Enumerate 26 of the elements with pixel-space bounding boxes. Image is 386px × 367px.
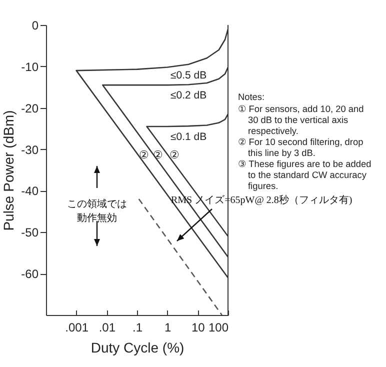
text: Notes: xyxy=(238,92,265,102)
y-tick-label: -20 xyxy=(21,101,39,116)
x-tick-label: .001 xyxy=(65,320,89,334)
annotation: ② xyxy=(138,150,149,162)
y-tick-label: -60 xyxy=(21,267,39,282)
y-tick-label: -40 xyxy=(21,184,39,198)
x-tick-label: 1 xyxy=(164,320,172,334)
annotation: この領域では動作無効 xyxy=(67,198,127,224)
annotation: ② xyxy=(169,150,180,162)
series-label: ≤0.5 dB xyxy=(170,69,207,82)
x-tick-label: .01 xyxy=(98,320,116,334)
x-tick-label: 10 xyxy=(191,320,206,334)
annotation: ② xyxy=(153,150,164,162)
y-tick-label: 0 xyxy=(32,18,39,32)
y-axis-title: Pulse Power (dBm) xyxy=(0,110,16,231)
y-tick-label: -10 xyxy=(21,60,39,74)
y-tick-label: -30 xyxy=(21,142,39,157)
x-tick-label: .1 xyxy=(132,320,143,334)
text: ③ These figures are to be added to the standard CW accuracy figures. xyxy=(238,159,372,191)
x-tick-label: 100 xyxy=(208,320,229,334)
text: ② For 10 second filtering, drop this line by 3 dB. xyxy=(238,137,364,158)
series-label: ≤0.1 dB xyxy=(170,131,207,144)
text: ① For sensors, add 10, 20 and 30 dB to the vertical axis respectively. xyxy=(238,104,364,136)
y-tick-label: -50 xyxy=(21,226,39,240)
x-axis-title: Duty Cycle (%) xyxy=(90,340,184,356)
series-label: ≤0.2 dB xyxy=(170,90,207,102)
